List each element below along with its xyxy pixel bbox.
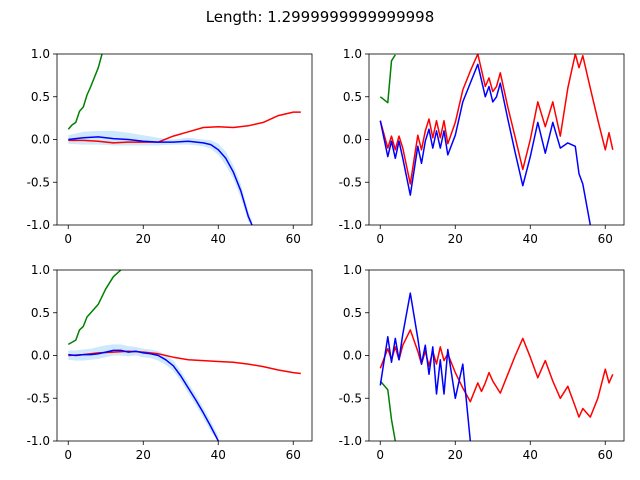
confidence-band [68, 130, 252, 225]
series-line-2 [379, 63, 592, 225]
x-tick-label: 40 [523, 448, 538, 462]
series-line-1 [68, 350, 301, 375]
x-tick-label: 60 [598, 448, 613, 462]
y-tick-label: 1.0 [343, 47, 362, 61]
y-tick-label: 1.0 [343, 263, 362, 277]
subplot-bottom-right: 0 20 40 60 -1.0 -0.5 0.0 0.5 1.0 [339, 263, 625, 462]
x-tick-label: 20 [136, 232, 151, 246]
axes-frame [368, 269, 625, 442]
y-tick-label: 0.5 [31, 90, 50, 104]
x-tick-label: 40 [211, 448, 226, 462]
plot-area [379, 54, 614, 225]
y-tick-label: -0.5 [339, 175, 362, 189]
x-tick-label: 60 [598, 232, 613, 246]
series-line-0 [379, 380, 397, 441]
series-line-0 [67, 270, 122, 346]
y-tick-label: 1.0 [31, 263, 50, 277]
x-tick-label: 60 [286, 448, 301, 462]
y-tick-label: 0.5 [343, 306, 362, 320]
confidence-band [68, 344, 219, 441]
y-tick-label: 0.0 [31, 349, 50, 363]
series-line-1 [68, 111, 301, 144]
series-line-1 [379, 54, 614, 185]
plot-area [379, 292, 614, 441]
y-tick-label: -1.0 [339, 218, 362, 232]
y-tick-label: -0.5 [27, 175, 50, 189]
series-line-2 [68, 349, 219, 441]
y-tick-label: -1.0 [27, 434, 50, 448]
y-tick-label: -1.0 [27, 218, 50, 232]
plot-area [67, 270, 301, 441]
y-tick-label: 1.0 [31, 47, 50, 61]
x-tick-label: 20 [136, 448, 151, 462]
x-tick-label: 0 [64, 232, 72, 246]
series-line-2 [68, 136, 253, 225]
y-tick-label: 0.5 [343, 90, 362, 104]
series-line-0 [67, 54, 103, 130]
x-tick-label: 20 [448, 448, 463, 462]
series-line-2 [379, 292, 472, 441]
subplot-bottom-left: 0 20 40 60 -1.0 -0.5 0.0 0.5 1.0 [27, 263, 313, 462]
y-tick-label: 0.0 [343, 133, 362, 147]
y-tick-label: 0.0 [31, 133, 50, 147]
x-tick-label: 20 [448, 232, 463, 246]
series-line-1 [379, 329, 614, 418]
y-tick-label: -1.0 [339, 434, 362, 448]
series-line-0 [379, 54, 396, 104]
x-tick-label: 40 [523, 232, 538, 246]
x-tick-label: 0 [64, 448, 72, 462]
subplot-top-left: 0 20 40 60 -1.0 -0.5 0.0 0.5 1.0 [27, 47, 313, 246]
x-tick-label: 0 [376, 232, 384, 246]
x-tick-label: 60 [286, 232, 301, 246]
figure-title: Length: 1.2999999999999998 [205, 8, 435, 26]
y-tick-label: 0.0 [343, 349, 362, 363]
x-tick-label: 40 [211, 232, 226, 246]
y-tick-label: -0.5 [339, 391, 362, 405]
plot-area [67, 54, 301, 225]
y-tick-label: -0.5 [27, 391, 50, 405]
x-tick-label: 0 [376, 448, 384, 462]
subplot-top-right: 0 20 40 60 -1.0 -0.5 0.0 0.5 1.0 [339, 47, 625, 246]
y-tick-label: 0.5 [31, 306, 50, 320]
